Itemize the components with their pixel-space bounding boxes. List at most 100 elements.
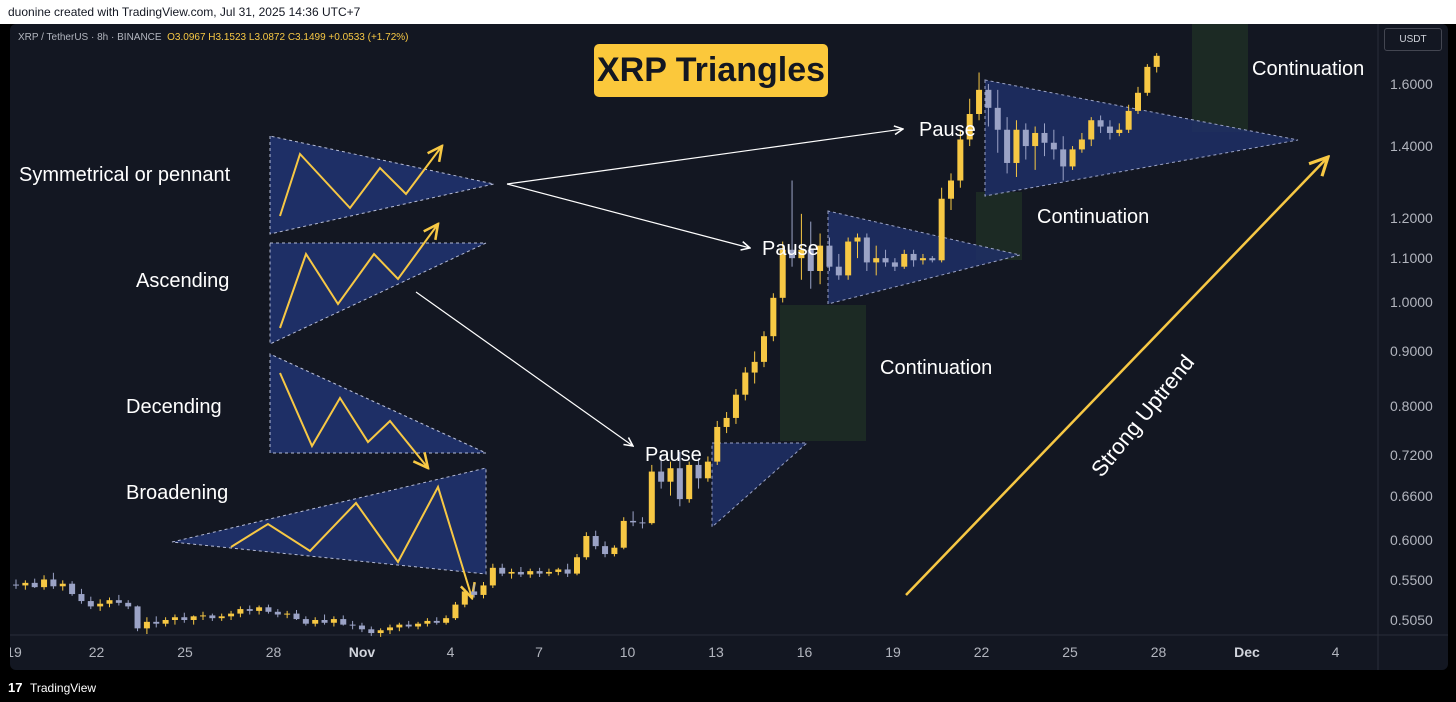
candle-body	[1116, 129, 1123, 133]
symmetrical-pattern-box	[269, 135, 495, 235]
price-tick: 1.2000	[1390, 209, 1433, 226]
candle-body	[1078, 139, 1085, 150]
candle-body	[246, 609, 253, 611]
price-tick: 0.8000	[1390, 398, 1433, 415]
time-tick: 19	[885, 644, 901, 660]
candle-body	[228, 613, 235, 617]
candle-body	[630, 520, 637, 523]
candle-body	[312, 620, 319, 624]
candle-body	[41, 579, 48, 588]
candle-body	[415, 623, 422, 627]
candle-body	[695, 464, 702, 479]
candle-body	[1060, 149, 1067, 167]
candle-body	[667, 468, 674, 482]
candle-body	[1022, 129, 1029, 147]
descending-pattern-box	[269, 353, 487, 454]
candle-body	[1041, 132, 1048, 143]
candle-body	[611, 547, 618, 555]
candle-body	[817, 245, 824, 272]
candle-body	[134, 606, 141, 629]
candle-body	[256, 607, 263, 611]
candle-body	[517, 571, 524, 575]
label-pause-1: Pause	[645, 444, 702, 466]
candle-body	[686, 464, 693, 500]
symbol-label: XRP / TetherUS · 8h · BINANCE	[18, 32, 162, 43]
candle-body	[929, 258, 936, 261]
chart-canvas	[10, 24, 1448, 670]
candle-body	[349, 624, 356, 626]
candle-body	[723, 417, 730, 427]
broadening-pattern-box	[171, 467, 487, 575]
time-tick: 25	[177, 644, 193, 660]
candle-body	[863, 237, 870, 263]
candle-body	[433, 620, 440, 623]
label-continuation-3: Continuation	[1252, 58, 1365, 80]
candle-body	[639, 522, 646, 524]
candle-body	[891, 262, 898, 267]
candle-body	[218, 616, 225, 619]
label-pause-3: Pause	[919, 119, 976, 141]
arrow-to-pause-1	[415, 291, 633, 446]
candle-body	[13, 584, 19, 586]
candle-body	[714, 426, 721, 462]
candle-body	[115, 600, 122, 603]
candle-body	[527, 571, 534, 575]
time-tick: Nov	[348, 644, 376, 660]
candle-body	[508, 571, 515, 574]
candle-body	[190, 616, 197, 620]
arrow-to-pause-2	[506, 183, 750, 248]
footer-bar: 17 TradingView	[0, 672, 1456, 702]
candle-body	[845, 241, 852, 276]
time-tick: 22	[88, 644, 105, 660]
candle-body	[1125, 110, 1132, 130]
candle-body	[1106, 126, 1113, 133]
candle-body	[125, 602, 132, 607]
candle-body	[919, 258, 926, 261]
candle-body	[1050, 142, 1057, 150]
time-tick: 4	[446, 644, 455, 660]
candle-body	[489, 567, 496, 586]
candle-body	[181, 617, 188, 620]
candle-body	[1013, 129, 1020, 163]
time-tick: 28	[265, 644, 282, 660]
candle-body	[284, 613, 291, 615]
time-tick: 13	[708, 644, 724, 660]
candle-body	[761, 336, 767, 362]
ascending-zigzag	[279, 224, 438, 329]
credit-bar: duonine created with TradingView.com, Ju…	[0, 0, 1456, 24]
candle-body	[368, 629, 375, 634]
candle-body	[1144, 66, 1151, 93]
label-continuation-1: Continuation	[880, 357, 993, 379]
candle-body	[938, 198, 945, 261]
price-tick: 0.5050	[1390, 612, 1433, 628]
footer-brand: TradingView	[30, 681, 97, 695]
candle-body	[1069, 149, 1076, 167]
candle-body	[424, 620, 431, 624]
candle-body	[798, 249, 805, 259]
candle-body	[658, 471, 665, 482]
candle-body	[377, 630, 384, 634]
candle-body	[59, 583, 66, 587]
credit-text: duonine created with TradingView.com, Ju…	[8, 5, 361, 19]
time-tick: 16	[796, 644, 813, 660]
continuation-zone-1	[780, 305, 866, 441]
candle-body	[153, 621, 160, 624]
candle-body	[1097, 120, 1104, 127]
time-tick: Dec	[1234, 644, 1260, 660]
ascending-pattern-box	[269, 242, 487, 345]
tradingview-logo-icon: 17	[8, 680, 23, 695]
candle-body	[732, 394, 739, 418]
currency-button[interactable]: USDT	[1384, 28, 1442, 51]
price-tick: 1.6000	[1390, 76, 1433, 92]
price-tick: 1.0000	[1390, 294, 1433, 311]
candle-body	[443, 618, 450, 623]
candles-layer	[13, 53, 1160, 637]
candle-body	[143, 621, 150, 629]
candle-body	[31, 582, 38, 588]
chart-area[interactable]: XRP / TetherUS · 8h · BINANCE O3.0967 H3…	[10, 24, 1448, 670]
pause-triangle-1	[711, 442, 809, 529]
candle-body	[87, 601, 94, 607]
symbol-legend: XRP / TetherUS · 8h · BINANCE O3.0967 H3…	[18, 32, 408, 43]
price-tick: 1.4000	[1390, 138, 1433, 155]
candle-body	[1032, 132, 1039, 147]
